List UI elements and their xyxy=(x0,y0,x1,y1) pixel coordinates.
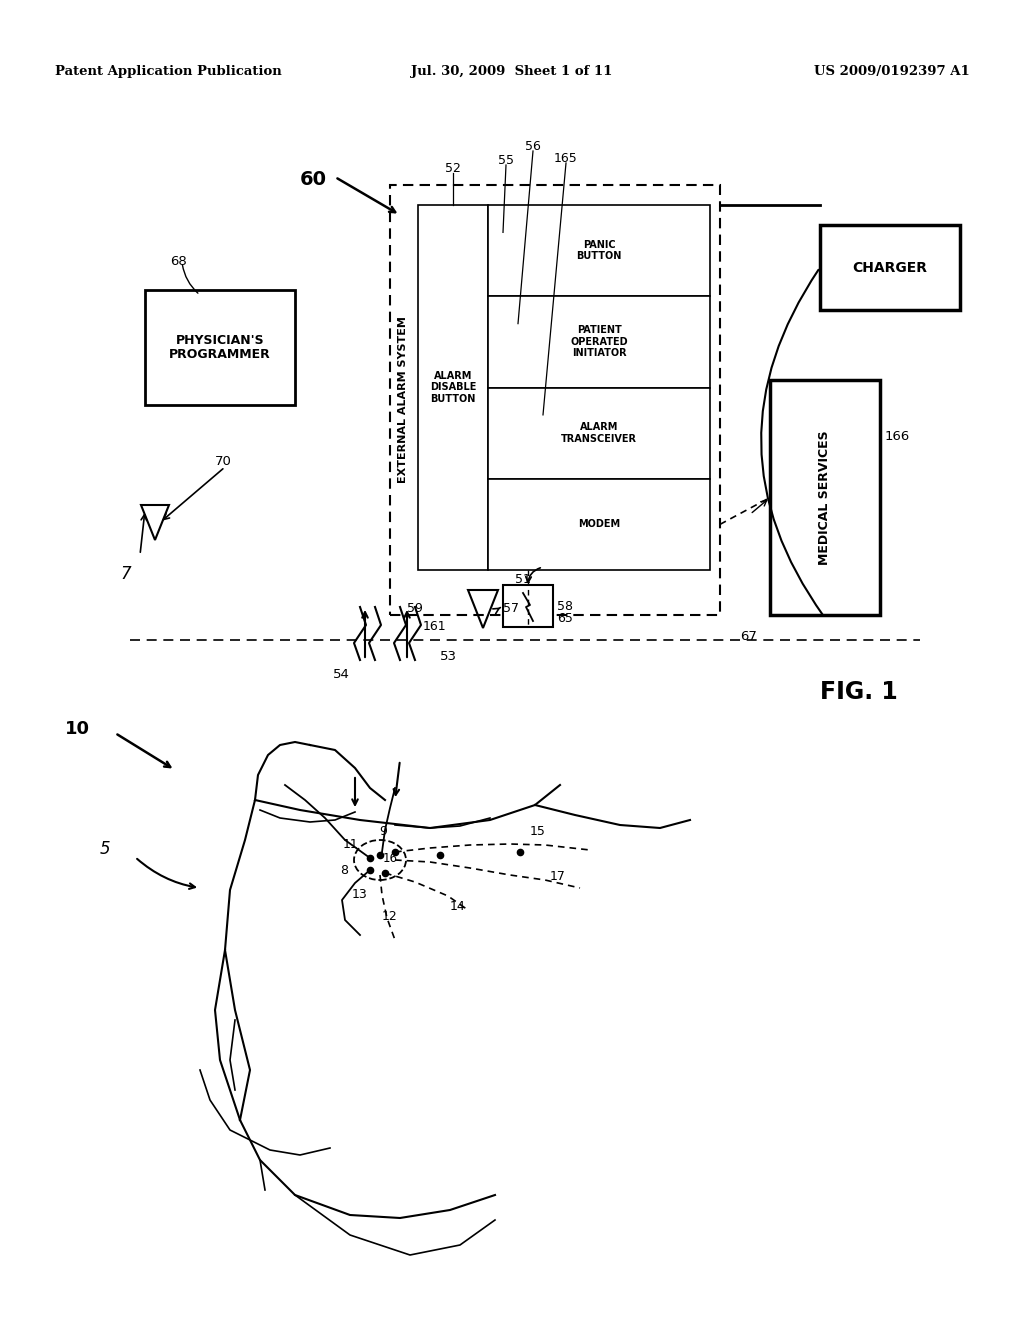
Text: 14: 14 xyxy=(450,900,466,913)
Text: US 2009/0192397 A1: US 2009/0192397 A1 xyxy=(814,65,970,78)
Text: 57: 57 xyxy=(503,602,519,615)
Text: 67: 67 xyxy=(740,630,757,643)
Text: PANIC
BUTTON: PANIC BUTTON xyxy=(577,240,622,261)
Text: 10: 10 xyxy=(65,719,90,738)
Text: ALARM
DISABLE
BUTTON: ALARM DISABLE BUTTON xyxy=(430,371,476,404)
Text: 59: 59 xyxy=(408,602,423,615)
Text: 165: 165 xyxy=(554,152,578,165)
Text: 55: 55 xyxy=(498,154,514,168)
Text: 53: 53 xyxy=(440,649,457,663)
Text: 5: 5 xyxy=(100,840,111,858)
Text: 17: 17 xyxy=(550,870,566,883)
Text: 11: 11 xyxy=(342,838,358,851)
Text: Jul. 30, 2009  Sheet 1 of 11: Jul. 30, 2009 Sheet 1 of 11 xyxy=(412,65,612,78)
Text: 70: 70 xyxy=(215,455,231,469)
Text: 15: 15 xyxy=(530,825,546,838)
Text: PHYSICIAN'S
PROGRAMMER: PHYSICIAN'S PROGRAMMER xyxy=(169,334,271,362)
Text: CHARGER: CHARGER xyxy=(853,260,928,275)
Text: ALARM
TRANSCEIVER: ALARM TRANSCEIVER xyxy=(561,422,637,444)
Text: 166: 166 xyxy=(885,430,910,444)
Bar xyxy=(770,380,880,615)
Text: MEDICAL SERVICES: MEDICAL SERVICES xyxy=(818,430,831,565)
Bar xyxy=(488,296,710,388)
Text: 8: 8 xyxy=(340,863,348,876)
Text: 51: 51 xyxy=(515,573,530,586)
Text: 161: 161 xyxy=(423,620,446,634)
Text: FIG. 1: FIG. 1 xyxy=(820,680,898,704)
Text: PATIENT
OPERATED
INITIATOR: PATIENT OPERATED INITIATOR xyxy=(570,325,628,359)
Bar xyxy=(390,185,720,615)
Text: 60: 60 xyxy=(300,170,327,189)
Text: 68: 68 xyxy=(170,255,186,268)
Bar xyxy=(488,479,710,570)
Text: 52: 52 xyxy=(445,162,461,176)
Text: 9: 9 xyxy=(379,825,387,838)
Text: MODEM: MODEM xyxy=(578,519,621,529)
Text: Patent Application Publication: Patent Application Publication xyxy=(55,65,282,78)
Text: 54: 54 xyxy=(333,668,350,681)
Text: 58: 58 xyxy=(557,599,573,612)
Text: 13: 13 xyxy=(352,888,368,902)
Text: 12: 12 xyxy=(382,909,398,923)
Bar xyxy=(503,585,553,627)
Text: 56: 56 xyxy=(525,140,541,153)
Bar xyxy=(145,290,295,405)
Bar xyxy=(418,205,488,570)
Text: 7: 7 xyxy=(120,565,131,583)
Text: 16: 16 xyxy=(383,851,398,865)
Bar xyxy=(488,388,710,479)
Bar xyxy=(820,224,961,310)
Bar xyxy=(488,205,710,296)
Text: 65: 65 xyxy=(557,611,572,624)
Text: EXTERNAL ALARM SYSTEM: EXTERNAL ALARM SYSTEM xyxy=(398,317,408,483)
